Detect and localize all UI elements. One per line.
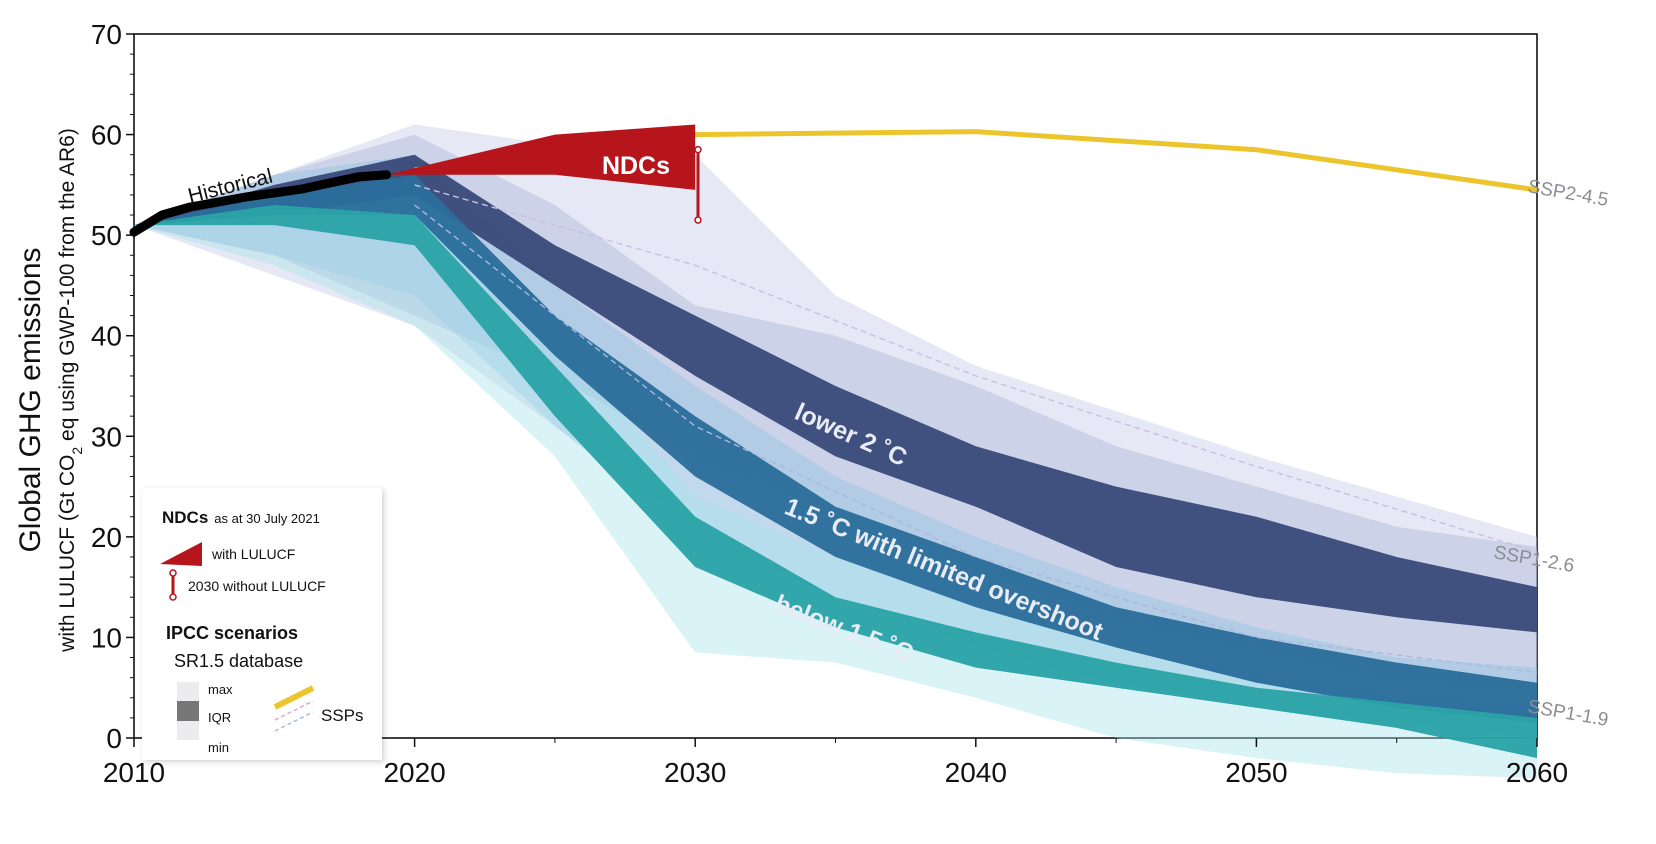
ndc-without-lulucf-end-2 [694,145,702,154]
y-tick-label-0: 0 [106,723,122,754]
y-tick-label-50: 50 [91,220,122,251]
x-tick-label-2060: 2060 [1506,757,1568,788]
y-tick-label-60: 60 [91,120,122,151]
legend-with-lulucf: with LULUCF [211,546,295,562]
y-axis-title: Global GHG emissions [14,247,47,552]
legend-ssp-lines-icon [273,685,315,732]
ndc-without-lulucf-end-1 [694,216,702,224]
band-iqr-layer [134,154,1537,759]
legend-ipcc-heading: IPCC scenarios [166,623,298,643]
legend-iqr-swatch [177,701,199,721]
y-tick-label-20: 20 [91,522,122,553]
x-tick-label-2050: 2050 [1225,757,1287,788]
ssp2-45-label: SSP2-4.5 [1526,176,1610,211]
legend-without-lulucf-icon [169,569,177,601]
x-tick-label-2010: 2010 [103,757,165,788]
band-iqr-2 [134,174,1537,723]
historical-layer [129,170,391,237]
y-axis-subtitle: with LULUCF (Gt CO2 eq using GWP-100 fro… [56,128,85,653]
y-tick-label-10: 10 [91,622,122,653]
legend-ssps: SSPs [321,706,364,725]
band-iqr-1 [134,154,1537,633]
legend-max: max [208,682,233,697]
ssp-line-2 [414,184,1537,553]
ndc-wedge [386,124,696,190]
x-axis: 2010 2020 2030 2040 2050 2060 [103,738,1568,788]
ssp-line-3 [414,204,1537,674]
y-tick-label-40: 40 [91,321,122,352]
legend-min: min [208,740,229,755]
x-tick-label-2040: 2040 [945,757,1007,788]
ndc-layer [386,124,702,224]
legend-without-lulucf: 2030 without LULUCF [188,578,326,594]
ndc-label: NDCs [602,152,670,180]
legend-sr15: SR1.5 database [174,651,303,671]
y-tick-label-30: 30 [91,421,122,452]
legend-iqr: IQR [208,710,231,725]
legend-ndc-wedge-icon [160,542,202,566]
y-tick-label-70: 70 [91,19,122,50]
legend: NDCs as at 30 July 2021 with LULUCF 2030 … [142,488,382,760]
y-axis: 0 10 20 30 40 50 60 70 [91,19,134,754]
ssp1-19-label: SSP1-1.9 [1526,696,1610,731]
historical-line [129,170,391,237]
legend-ndc-heading: NDCs as at 30 July 2021 [162,508,320,527]
x-tick-label-2020: 2020 [383,757,445,788]
x-tick-label-2030: 2030 [664,757,726,788]
